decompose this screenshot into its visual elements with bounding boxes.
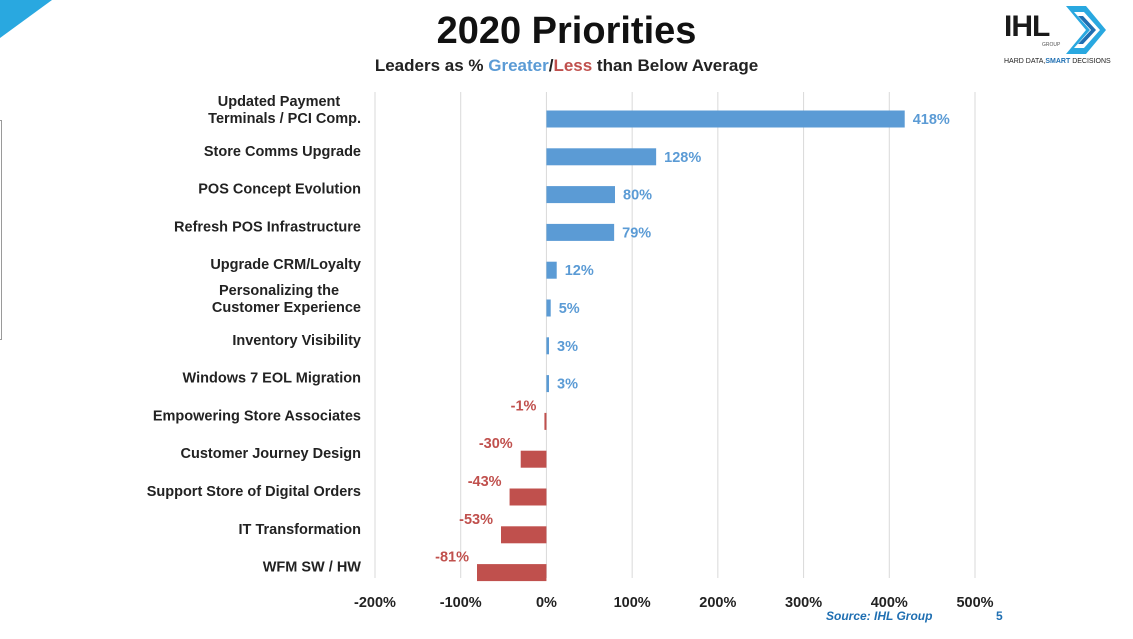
logo-tagline: HARD DATA,SMART DECISIONS [1004,58,1111,65]
x-tick-label: 200% [699,595,736,611]
data-label: 128% [664,150,701,166]
bar [520,450,547,468]
category-label: Empowering Store Associates [153,408,361,424]
logo-text: IHL [1004,10,1050,43]
source-note: Source: IHL Group [826,609,933,623]
logo-tagline-end: DECISIONS [1070,58,1111,65]
subtitle-prefix: Leaders as % [374,56,489,75]
category-label: Personalizing the Customer Experience [212,283,361,316]
category-label: Support Store of Digital Orders [147,484,361,500]
bar [477,564,547,582]
bar [544,412,547,430]
subtitle-less: Less [553,56,593,75]
category-labels: Updated Payment Terminals / PCI Comp. Stor… [147,94,362,576]
corner-accent-triangle [0,0,52,38]
category-label-line: Terminals / PCI Comp. [208,111,361,127]
data-label: -43% [468,474,502,490]
data-label: 12% [565,263,594,279]
x-tick-label: 300% [785,595,822,611]
bars [477,110,905,582]
bar [546,261,557,279]
category-label: Upgrade CRM/Loyalty [210,257,361,273]
chart-title: 2020 Priorities [436,10,697,52]
x-tick-label: -200% [354,595,396,611]
category-label: Customer Journey Design [181,446,362,462]
category-label: Windows 7 EOL Migration [183,371,361,387]
category-label: IT Transformation [239,522,361,538]
bar [501,526,547,544]
chart-subtitle: Leaders as % Greater/Less than Below Ave… [0,56,1133,76]
bar [546,110,905,128]
data-label: -81% [435,550,469,566]
x-tick-label: 500% [956,595,993,611]
bar [546,148,657,166]
data-label: -30% [479,436,513,452]
bar [546,299,551,317]
bar [546,337,549,355]
x-axis-tick-labels: -200% -100% 0% 100% 200% 300% 400% 500% [354,595,994,611]
left-edge-frame [0,120,2,340]
subtitle-greater: Greater [488,56,549,75]
value-labels: 418% 128% 80% 79% 12% 5% 3% 3% -1% -30% -43% -53% -8… [435,112,950,566]
category-label: Store Comms Upgrade [204,144,361,160]
chevron-right-icon [1066,6,1106,54]
category-label: WFM SW / HW [263,560,362,576]
category-label: Inventory Visibility [232,333,361,349]
logo-group-text: GROUP [1042,42,1061,48]
data-label: -1% [511,398,537,414]
subtitle-slash: / [548,56,554,75]
data-label: 80% [623,188,652,204]
bar [546,186,615,204]
x-tick-label: 0% [536,595,557,611]
data-label: 3% [557,339,578,355]
x-tick-label: 100% [614,595,651,611]
bar [546,375,549,393]
logo-tagline-bold: SMART [1045,58,1071,65]
data-label: 5% [559,301,580,317]
x-tick-label: 400% [871,595,908,611]
subtitle-suffix: than Below Average [592,56,759,75]
data-label: 79% [622,225,651,241]
category-label-line: Updated Payment [218,94,341,110]
data-label: 418% [913,112,950,128]
page-number: 5 [996,609,1003,623]
category-label-line: Personalizing the [219,283,339,299]
bar [546,223,615,241]
x-tick-label: -100% [440,595,482,611]
data-label: -53% [459,512,493,528]
category-label-line: Customer Experience [212,300,361,316]
logo-tagline-normal: HARD DATA, [1004,58,1046,65]
category-label: Refresh POS Infrastructure [174,219,361,235]
category-label: Updated Payment Terminals / PCI Comp. [208,94,361,127]
data-label: 3% [557,377,578,393]
ihl-logo: IHL GROUP HARD DATA,SMART DECISIONS [1000,2,1130,72]
category-label: POS Concept Evolution [198,182,361,198]
bar [509,488,547,506]
